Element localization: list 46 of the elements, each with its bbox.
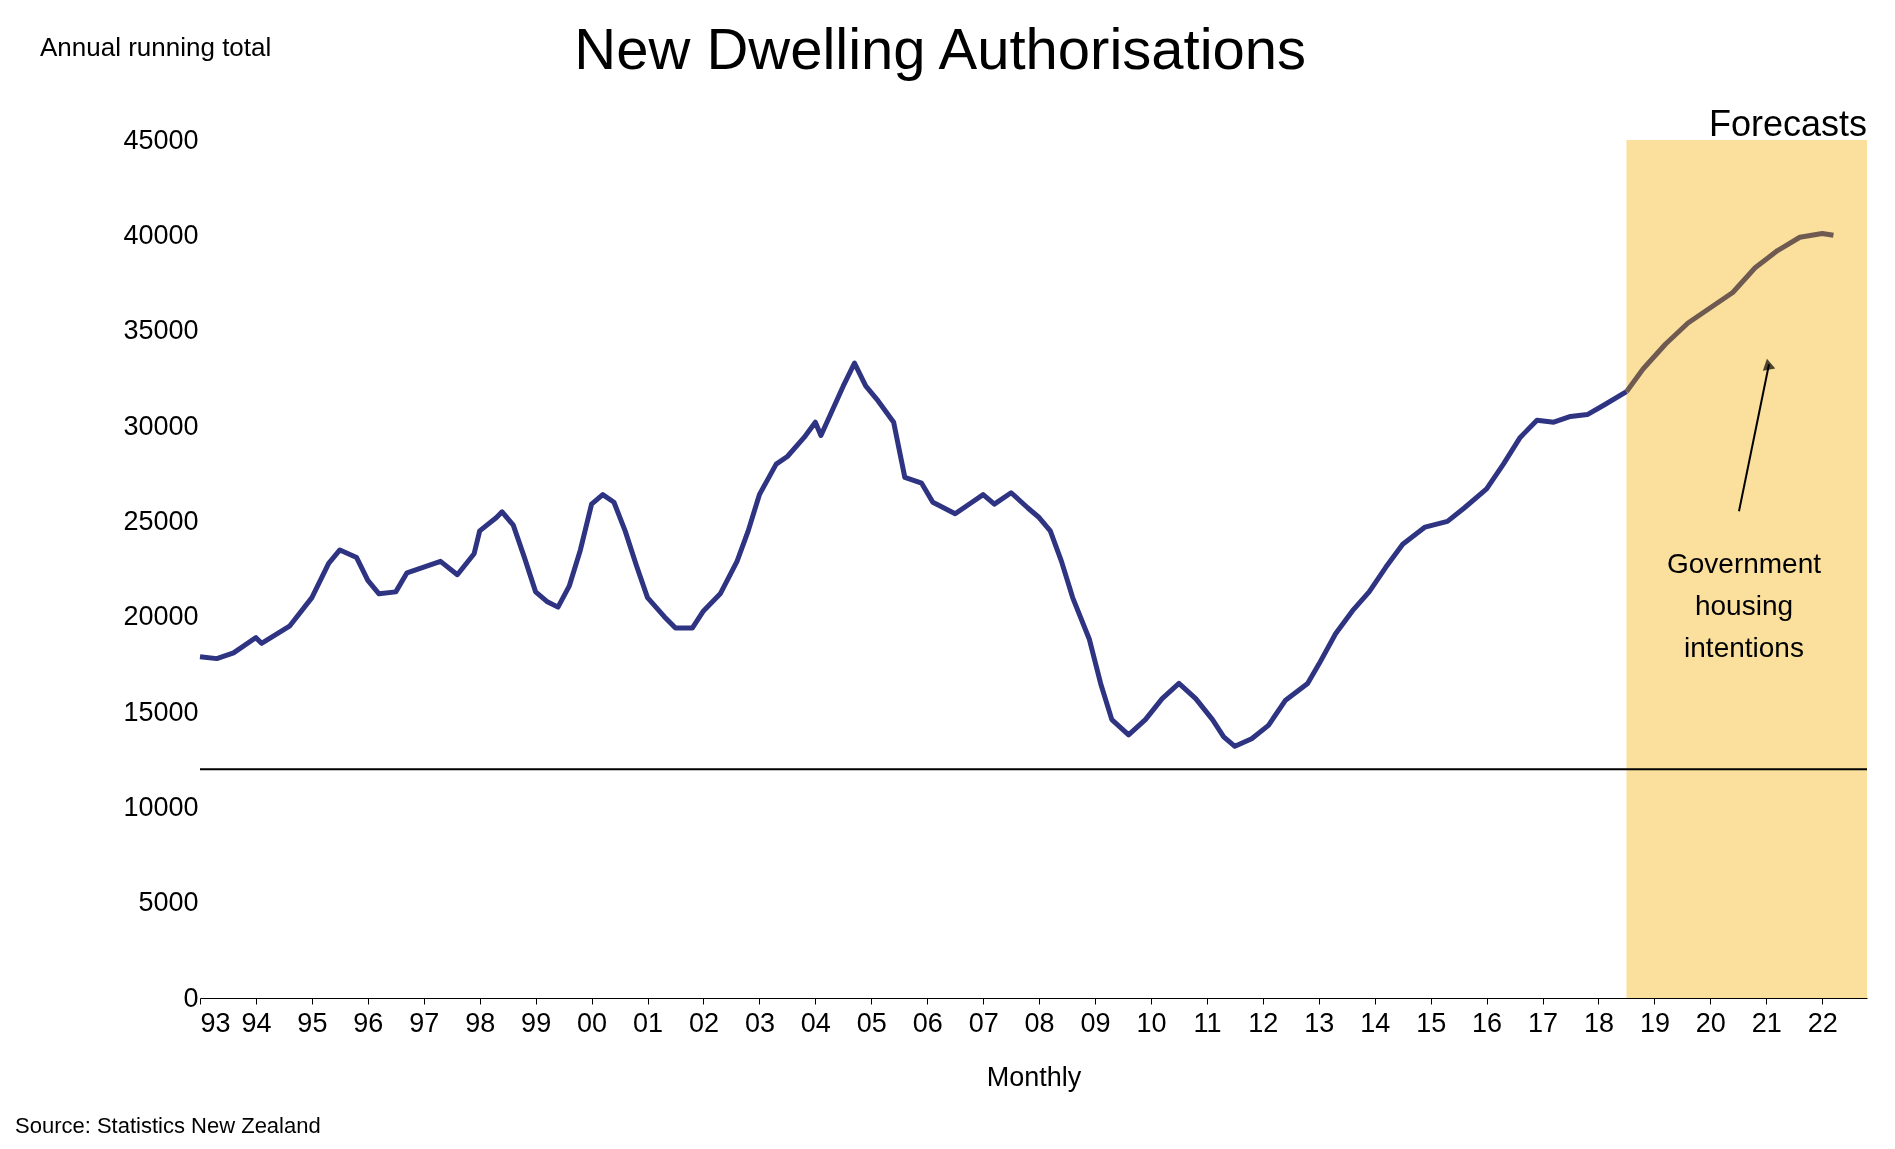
x-tick-label: 14 [1360,1007,1391,1038]
y-tick-label: 10000 [123,791,199,822]
source-note: Source: Statistics New Zealand [15,1113,321,1138]
x-tick-label: 20 [1695,1007,1726,1038]
y-tick-label: 5000 [138,887,199,918]
x-tick-label: 08 [1024,1007,1055,1038]
x-tick-label: 01 [632,1007,664,1038]
x-tick-label: 17 [1528,1007,1559,1038]
x-tick-label: 22 [1807,1007,1838,1038]
x-tick-label: 97 [409,1007,440,1038]
y-tick-label: 0 [183,982,199,1013]
band-label: Forecasts [1708,103,1867,144]
x-tick-label: 07 [968,1007,999,1038]
x-tick-label: 16 [1472,1007,1503,1038]
x-axis-title: Monthly [986,1061,1082,1092]
x-tick-label: 06 [912,1007,943,1038]
x-tick-label: 95 [297,1007,328,1038]
y-tick-label: 20000 [123,601,199,632]
y-tick-label: 15000 [123,696,199,727]
x-tick-label: 00 [577,1007,608,1038]
x-tick-label: 04 [800,1007,831,1038]
y-tick-label: 40000 [123,219,199,250]
x-tick-label: 03 [744,1007,775,1038]
x-tick-label: 13 [1304,1007,1335,1038]
x-tick-label: 09 [1080,1007,1111,1038]
x-tick-label: 94 [241,1007,272,1038]
x-tick-label: 98 [465,1007,496,1038]
x-tick-label: 02 [688,1007,719,1038]
x-tick-label: 99 [521,1007,552,1038]
x-tick-label: 11 [1193,1007,1222,1038]
x-tick-label: 21 [1751,1007,1782,1038]
x-tick-label: 12 [1248,1007,1279,1038]
x-tick-label: 15 [1416,1007,1447,1038]
chart-title: New Dwelling Authorisations [574,16,1307,81]
x-tick-label: 18 [1583,1007,1615,1038]
x-tick-label: 93 [200,1007,231,1038]
y-tick-label: 25000 [123,505,199,536]
x-tick-label: 10 [1136,1007,1167,1038]
y-tick-label: 30000 [123,410,199,441]
y-tick-label: 35000 [123,315,199,346]
y-axis-title: Annual running total [40,32,272,62]
x-tick-label: 05 [856,1007,887,1038]
y-tick-label: 45000 [123,124,199,155]
annotation: Government housing intentions [1666,548,1822,664]
x-tick-label: 96 [353,1007,384,1038]
x-tick-label: 19 [1639,1007,1670,1038]
